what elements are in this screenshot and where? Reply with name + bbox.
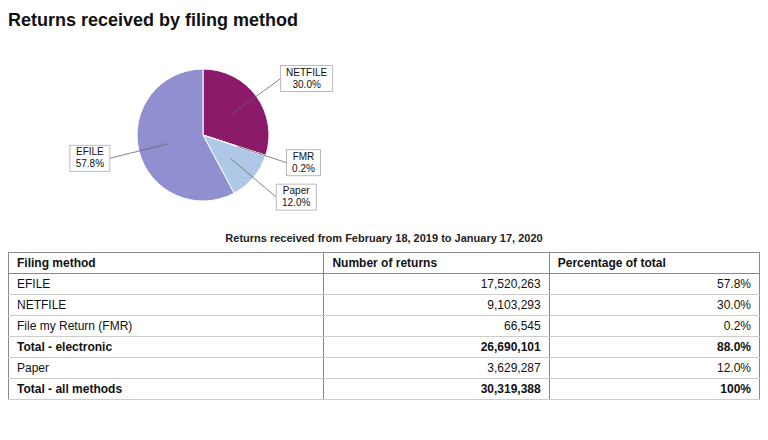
html-text:12.0%: 12.0% <box>717 361 751 375</box>
html-text:Returns received by filing met: Returns received by filing method <box>8 10 299 30</box>
svg-text:12.0%: 12.0% <box>282 197 310 208</box>
html-text:30,319,388: 30,319,388 <box>480 382 541 396</box>
html-text:3,629,287: 3,629,287 <box>487 361 541 375</box>
html-text:Total - all methods: Total - all methods <box>17 382 123 396</box>
html-text:57.8%: 57.8% <box>717 277 751 291</box>
html-text:Total - electronic: Total - electronic <box>17 340 113 354</box>
html-text:100%: 100% <box>720 382 751 396</box>
html-text:Filing method: Filing method <box>17 256 96 270</box>
html-text:Percentage of total: Percentage of total <box>557 256 666 270</box>
html-text:EFILE: EFILE <box>17 277 51 291</box>
svg-text:0.2%: 0.2% <box>292 163 315 174</box>
html-text:9,103,293: 9,103,293 <box>487 298 541 312</box>
svg-text:NETFILE: NETFILE <box>286 67 327 78</box>
svg-text:FMR: FMR <box>293 151 315 162</box>
svg-text:57.8%: 57.8% <box>76 158 104 169</box>
html-text:88.0%: 88.0% <box>717 340 751 354</box>
html-text:Number of returns: Number of returns <box>332 256 438 270</box>
svg-text:EFILE: EFILE <box>76 146 104 157</box>
html-text:17,520,263: 17,520,263 <box>480 277 541 291</box>
svg-text:30.0%: 30.0% <box>292 79 320 90</box>
html-text:0.2%: 0.2% <box>723 319 751 333</box>
html-text:Paper: Paper <box>17 361 49 375</box>
html-text:30.0%: 30.0% <box>717 298 751 312</box>
html-text:66,545: 66,545 <box>504 319 541 333</box>
html-text:Returns received from February: Returns received from February 18, 2019 … <box>225 232 543 244</box>
svg-text:Paper: Paper <box>283 185 310 196</box>
html-text:26,690,101: 26,690,101 <box>480 340 541 354</box>
html-text:NETFILE: NETFILE <box>17 298 67 312</box>
html-text:File my Return (FMR): File my Return (FMR) <box>17 319 133 333</box>
